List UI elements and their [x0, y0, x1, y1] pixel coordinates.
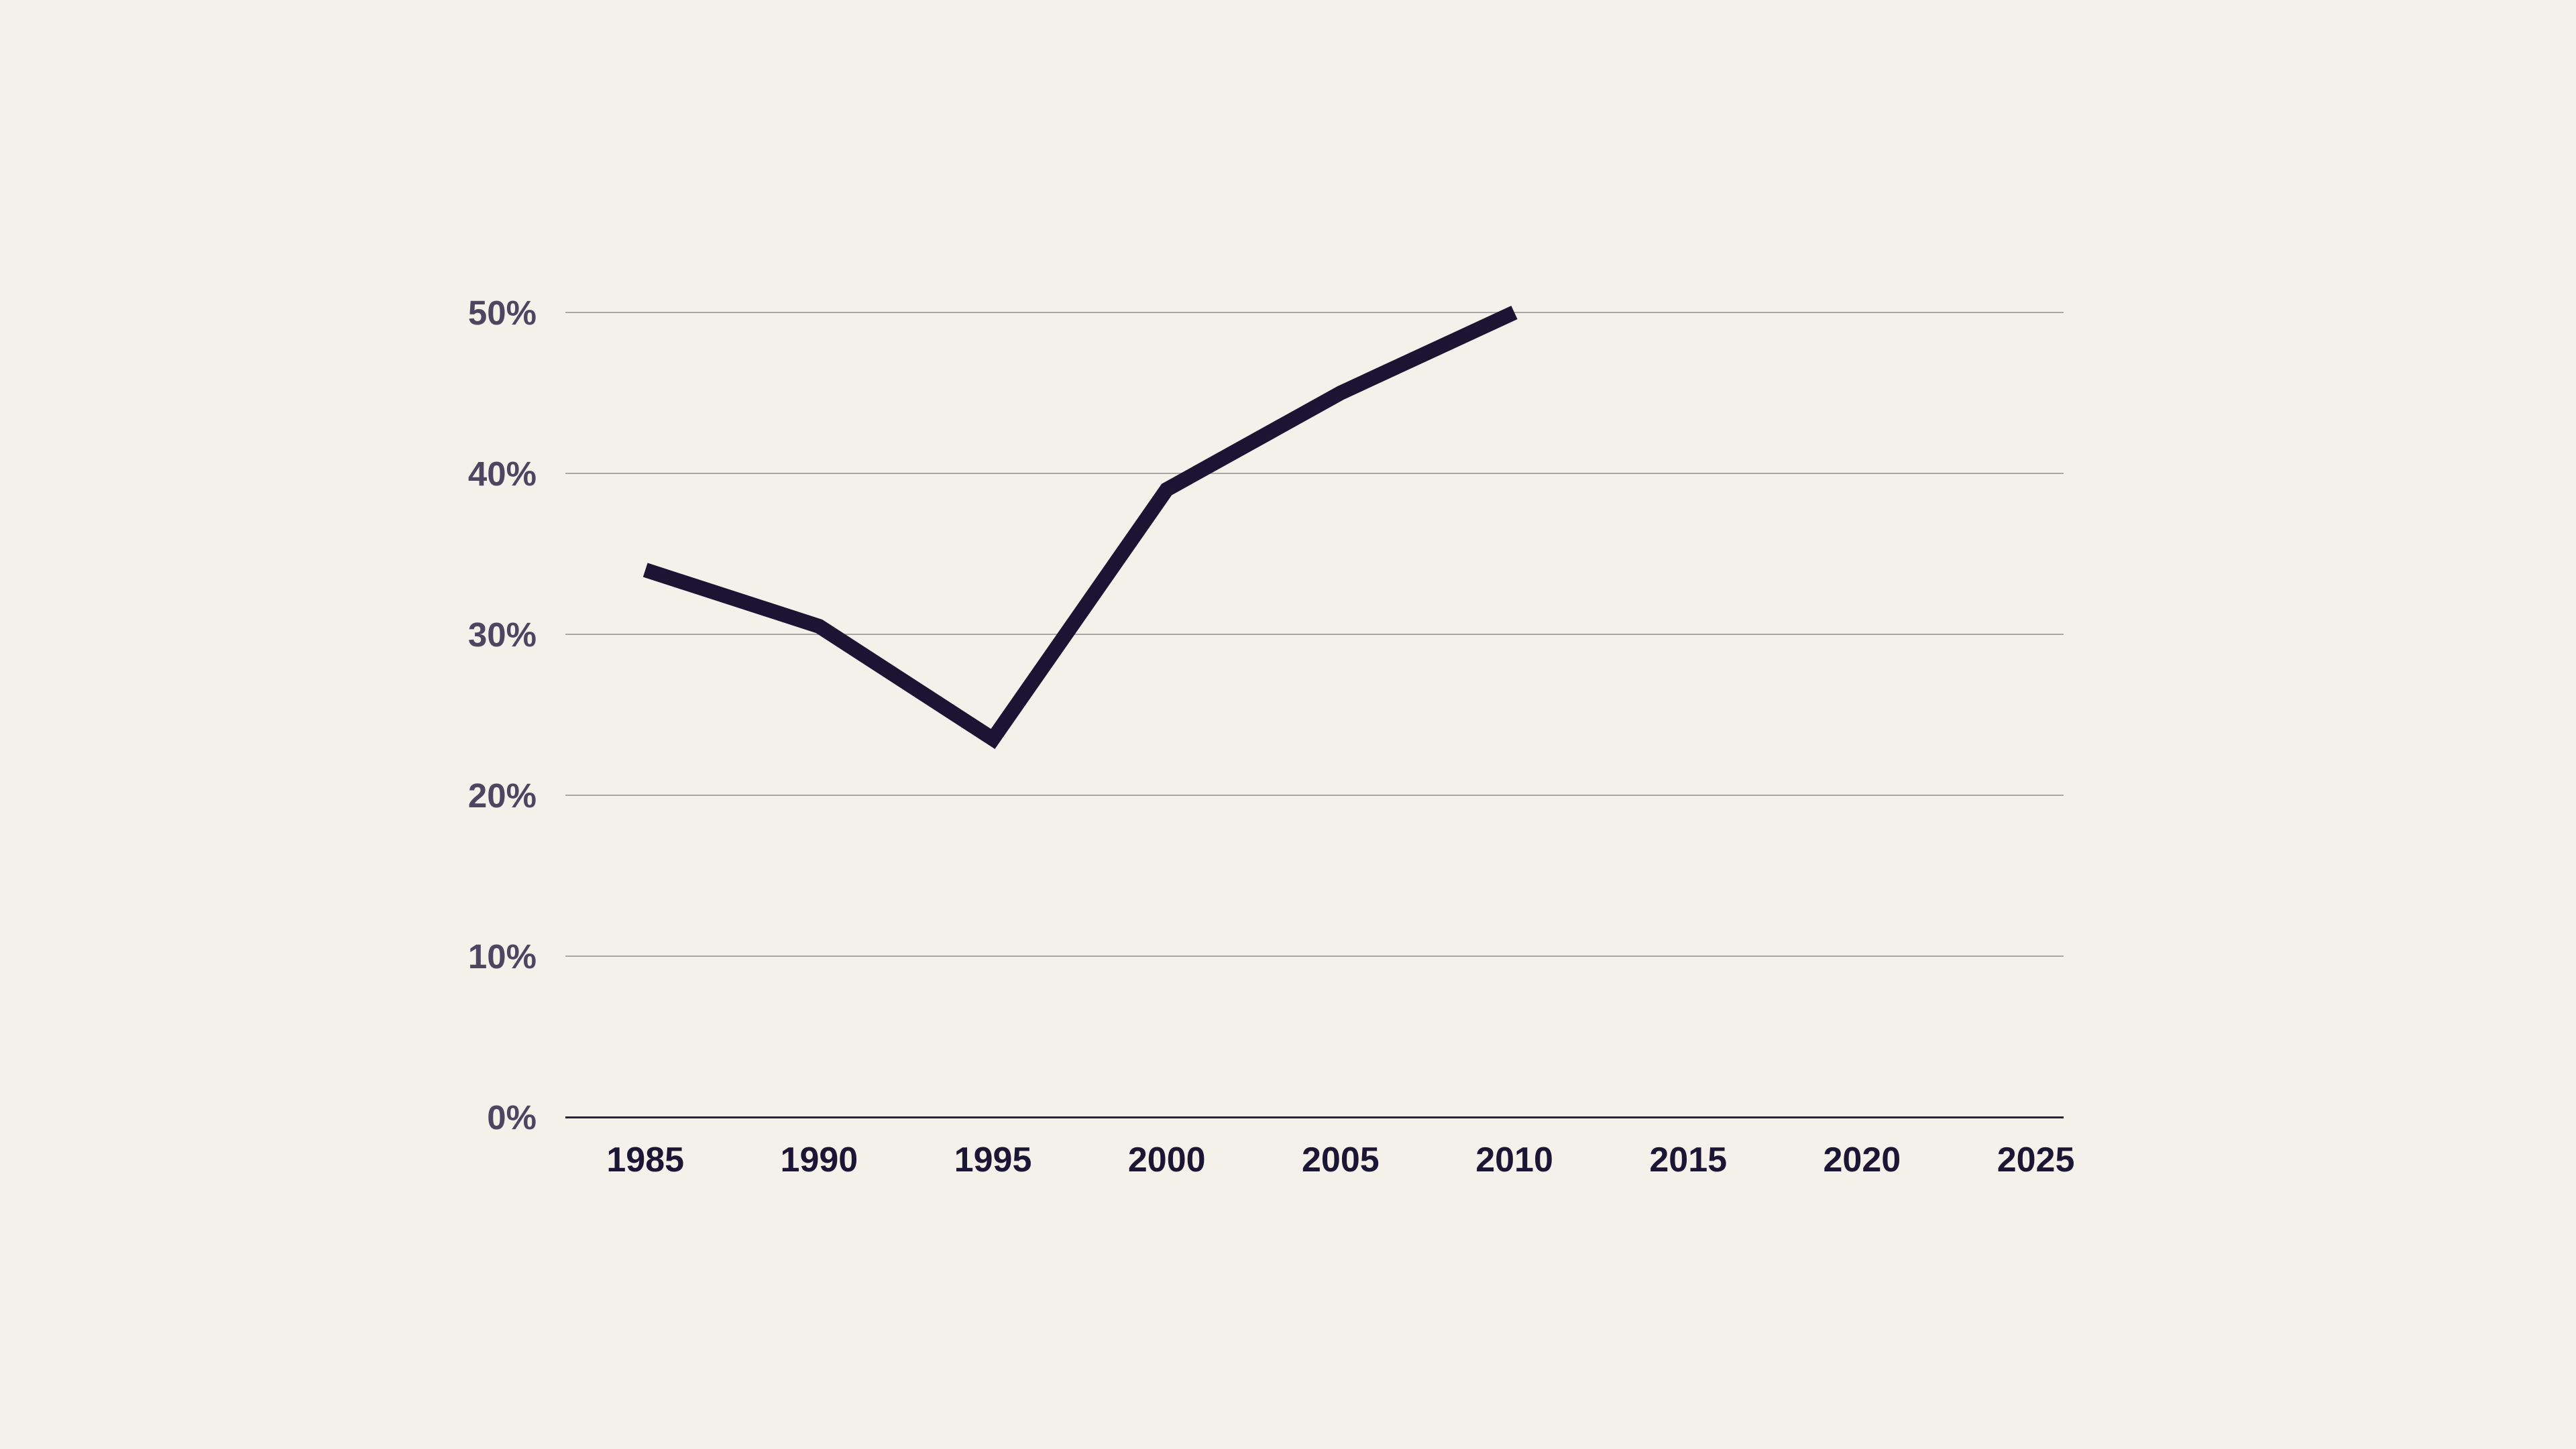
y-tick-label-40: 40% [467, 455, 537, 493]
x-tick-label-2000: 2000 [1127, 1141, 1206, 1179]
y-tick-label-0: 0% [487, 1098, 537, 1137]
y-tick-label-50: 50% [467, 294, 537, 332]
x-tick-label-2015: 2015 [1649, 1141, 1728, 1179]
gridline-30 [565, 634, 2064, 635]
y-tick-label-10: 10% [467, 937, 537, 976]
plot-area [565, 306, 2064, 1118]
gridline-20 [565, 795, 2064, 796]
gridline-50 [565, 312, 2064, 313]
x-tick-label-2005: 2005 [1302, 1141, 1380, 1179]
data-line [642, 306, 1518, 750]
gridline-40 [565, 473, 2064, 474]
gridline-10 [565, 955, 2064, 957]
x-tick-label-1995: 1995 [954, 1141, 1032, 1179]
x-tick-label-1990: 1990 [780, 1141, 858, 1179]
x-axis-line [565, 1116, 2064, 1118]
x-tick-label-2025: 2025 [1997, 1141, 2075, 1179]
x-tick-label-2020: 2020 [1823, 1141, 1901, 1179]
y-tick-label-30: 30% [467, 616, 537, 654]
y-tick-label-20: 20% [467, 776, 537, 815]
x-tick-label-2010: 2010 [1475, 1141, 1553, 1179]
data-line-layer [642, 306, 1518, 750]
x-tick-label-1985: 1985 [606, 1141, 685, 1179]
